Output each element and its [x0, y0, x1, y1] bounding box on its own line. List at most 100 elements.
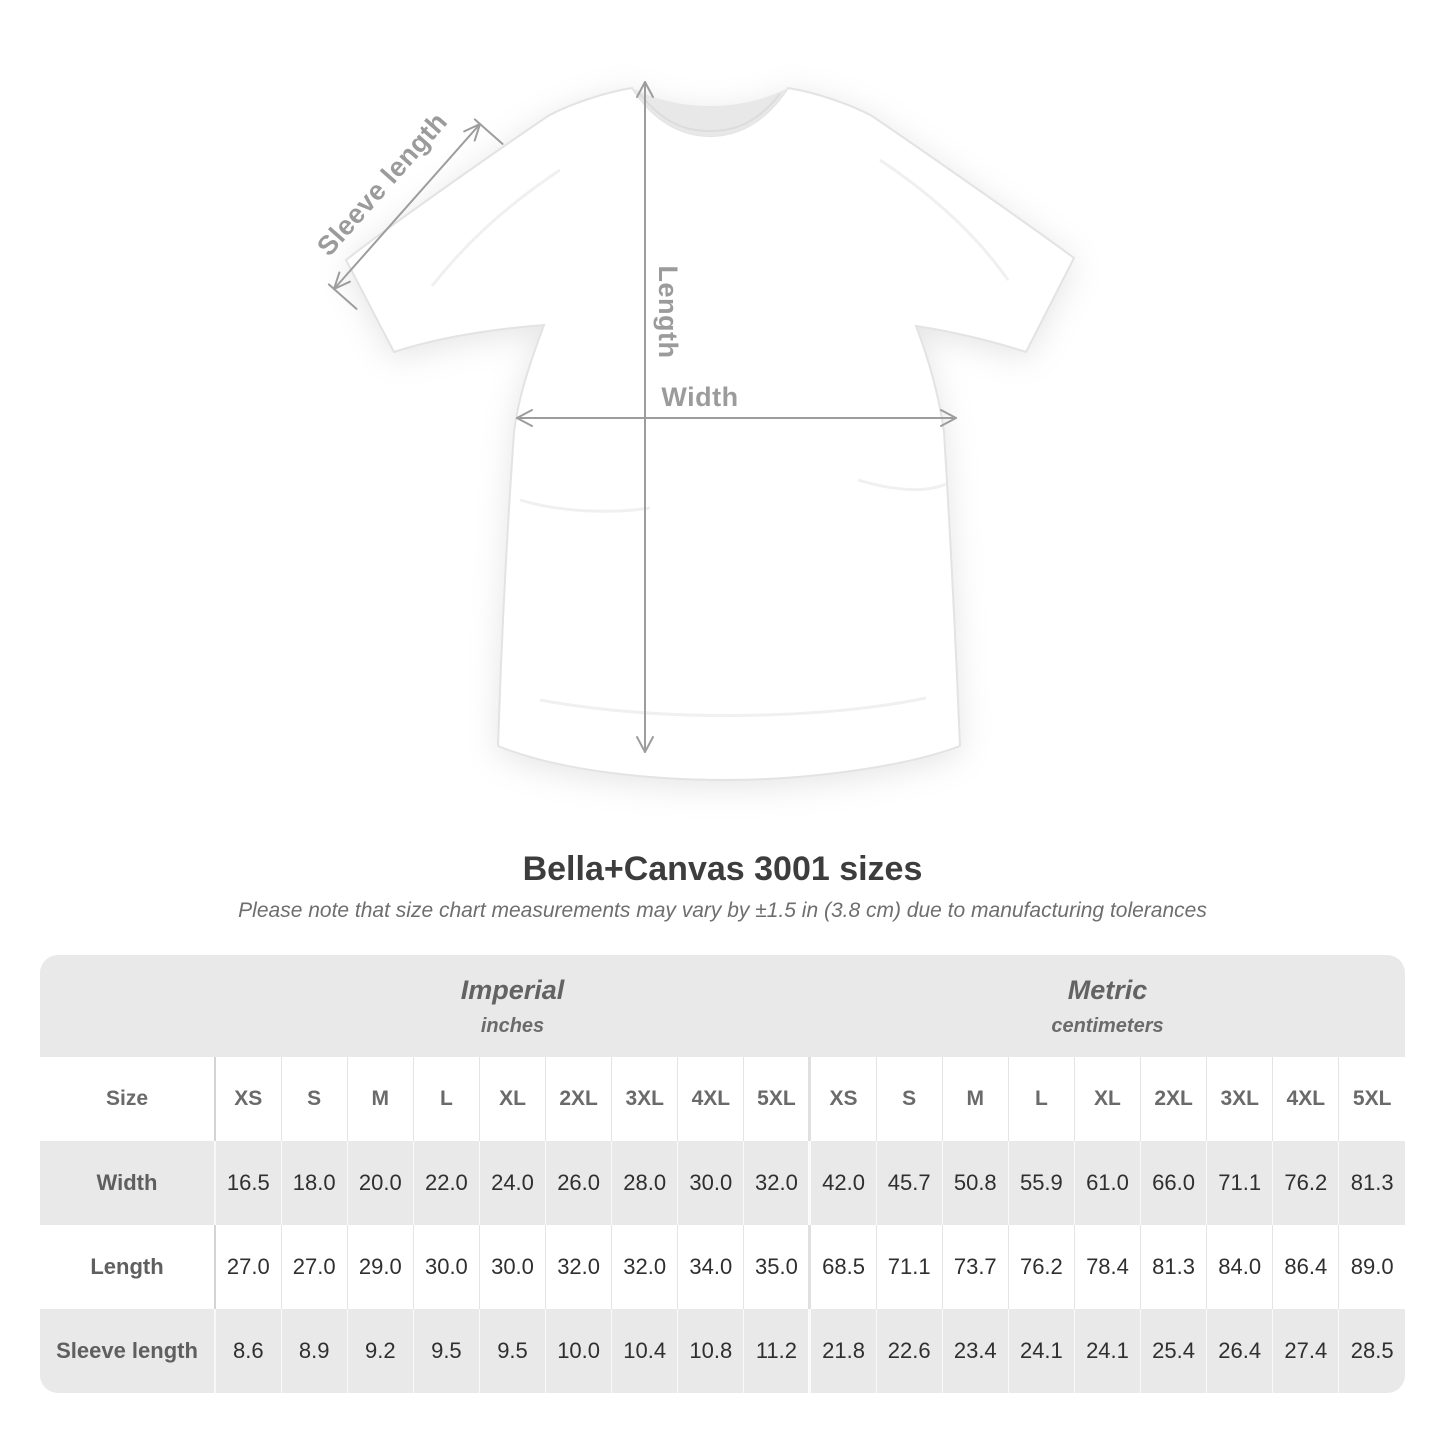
size-col-header: 4XL [1272, 1057, 1339, 1141]
size-col-header: 5XL [743, 1057, 810, 1141]
collar-opening [632, 88, 788, 136]
size-col-header: 3XL [611, 1057, 678, 1141]
measurement-row: Width 16.5 18.0 20.0 22.0 24.0 26.0 28.0 30.0 32.… [40, 1141, 1405, 1225]
size-col-header: 5XL [1338, 1057, 1405, 1141]
measurement-cell: 55.9 [1007, 1141, 1075, 1225]
tolerance-note: Please note that size chart measurements… [238, 899, 1207, 922]
measurement-cell: 8.6 [213, 1309, 282, 1393]
measurement-cell: 23.4 [941, 1309, 1009, 1393]
measurement-cell: 42.0 [808, 1141, 877, 1225]
table-head: Imperial inches Metric centimeters Size X… [40, 955, 1405, 1141]
measurement-cell: 30.0 [412, 1225, 480, 1309]
measurement-cell: 9.5 [478, 1309, 546, 1393]
size-col-header: 2XL [545, 1057, 612, 1141]
measurement-cell: 27.0 [280, 1225, 348, 1309]
size-corner-header: Size [40, 1057, 215, 1141]
size-col-header: L [1007, 1057, 1075, 1141]
measurement-cell: 78.4 [1073, 1225, 1141, 1309]
measurement-cell: 27.4 [1272, 1309, 1339, 1393]
page-title: Bella+Canvas 3001 sizes [522, 850, 923, 888]
tshirt-graphic [344, 86, 1076, 782]
measurement-cell: 26.0 [545, 1141, 612, 1225]
size-col-header: S [875, 1057, 943, 1141]
metric-unit: centimeters [1051, 1014, 1164, 1037]
measurement-cell: 21.8 [808, 1309, 877, 1393]
measurement-cell: 29.0 [346, 1225, 414, 1309]
length-label: Length [653, 266, 683, 359]
measurement-cell: 81.3 [1140, 1225, 1207, 1309]
table-body: Width 16.5 18.0 20.0 22.0 24.0 26.0 28.0 30.0 32.… [40, 1141, 1405, 1393]
measurement-cell: 32.0 [545, 1225, 612, 1309]
measurement-cell: 26.4 [1206, 1309, 1273, 1393]
measurement-cell: 86.4 [1272, 1225, 1339, 1309]
size-col-header: XL [1073, 1057, 1141, 1141]
size-col-header: 2XL [1140, 1057, 1207, 1141]
measurement-cell: 66.0 [1140, 1141, 1207, 1225]
measurement-cell: 22.6 [875, 1309, 943, 1393]
size-col-header: M [941, 1057, 1009, 1141]
fabric-wrinkle [539, 696, 927, 717]
measurement-cell: 30.0 [677, 1141, 744, 1225]
measurement-cell: 89.0 [1338, 1225, 1405, 1309]
size-col-header: M [346, 1057, 414, 1141]
measurement-cell: 28.5 [1338, 1309, 1405, 1393]
measurement-cell: 8.9 [280, 1309, 348, 1393]
measurement-cell: 32.0 [611, 1225, 678, 1309]
measurement-cell: 24.1 [1007, 1309, 1075, 1393]
measurement-cell: 61.0 [1073, 1141, 1141, 1225]
measurement-cell: 16.5 [213, 1141, 282, 1225]
measurement-row: Length 27.0 27.0 29.0 30.0 30.0 32.0 32.0 34.0 35… [40, 1225, 1405, 1309]
width-arrow [516, 409, 957, 427]
size-col-header: 4XL [677, 1057, 744, 1141]
measurement-cell: 28.0 [611, 1141, 678, 1225]
size-col-header: XS [808, 1057, 877, 1141]
measurement-cell: 32.0 [743, 1141, 810, 1225]
measurement-cell: 45.7 [875, 1141, 943, 1225]
tshirt-diagram-svg: Sleeve length Length Width [311, 81, 1076, 782]
measurement-cell: 20.0 [346, 1141, 414, 1225]
size-header-row: Size XS S M L XL 2XL 3XL 4XL 5XL XS S M L XL 2XL 3XL 4XL 5… [40, 1057, 1405, 1141]
tshirt-measurement-diagram: Sleeve length Length Width [311, 81, 1076, 782]
measurement-cell: 71.1 [1206, 1141, 1273, 1225]
measurement-cell: 27.0 [213, 1225, 282, 1309]
sleeve-length-arrow [327, 118, 504, 310]
tshirt-body [344, 86, 1076, 782]
measurement-cell: 10.4 [611, 1309, 678, 1393]
row-label: Sleeve length [40, 1309, 215, 1393]
measurement-cell: 10.8 [677, 1309, 744, 1393]
size-col-header: XL [478, 1057, 546, 1141]
measurement-cell: 84.0 [1206, 1225, 1273, 1309]
size-col-header: S [280, 1057, 348, 1141]
measurement-cell: 50.8 [941, 1141, 1009, 1225]
measurement-row: Sleeve length 8.6 8.9 9.2 9.5 9.5 10.0 10.4 10.8… [40, 1309, 1405, 1393]
imperial-section-header: Imperial inches [215, 955, 810, 1057]
measurement-cell: 18.0 [280, 1141, 348, 1225]
measurement-cell: 10.0 [545, 1309, 612, 1393]
fabric-wrinkle [430, 168, 561, 287]
size-chart: Imperial inches Metric centimeters Size X… [40, 955, 1405, 1393]
measurement-cell: 24.0 [478, 1141, 546, 1225]
row-label: Length [40, 1225, 215, 1309]
band-corner-cell [40, 955, 215, 1057]
measurement-cell: 9.2 [346, 1309, 414, 1393]
row-label: Width [40, 1141, 215, 1225]
imperial-title: Imperial [460, 974, 565, 1005]
measurement-cell: 22.0 [412, 1141, 480, 1225]
metric-section-header: Metric centimeters [809, 955, 1405, 1057]
collar-seam [639, 93, 781, 133]
measurement-cell: 81.3 [1338, 1141, 1405, 1225]
measurement-cell: 71.1 [875, 1225, 943, 1309]
measurement-cell: 24.1 [1073, 1309, 1141, 1393]
measurement-cell: 76.2 [1272, 1141, 1339, 1225]
fabric-wrinkle [879, 158, 1010, 281]
size-col-header: L [412, 1057, 480, 1141]
unit-band-row: Imperial inches Metric centimeters [40, 955, 1405, 1057]
metric-title: Metric [1067, 974, 1148, 1005]
fabric-wrinkle [519, 498, 651, 513]
size-col-header: XS [213, 1057, 282, 1141]
measurement-cell: 73.7 [941, 1225, 1009, 1309]
measurement-cell: 35.0 [743, 1225, 810, 1309]
measurement-cell: 34.0 [677, 1225, 744, 1309]
measurement-cell: 68.5 [808, 1225, 877, 1309]
